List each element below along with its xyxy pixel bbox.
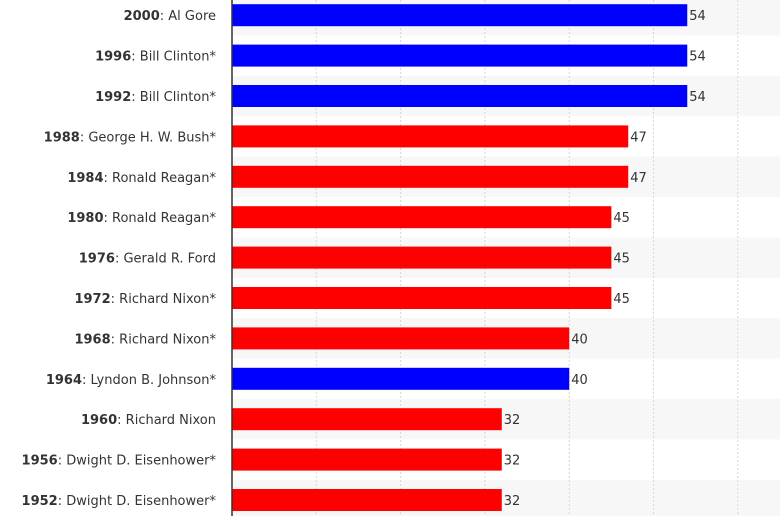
bar[interactable] [232, 165, 629, 188]
value-label: 45 [613, 211, 630, 226]
category-year: 1960 [81, 413, 117, 428]
bar[interactable] [232, 246, 612, 269]
bar[interactable] [232, 327, 570, 350]
category-label: 1972: Richard Nixon* [74, 292, 216, 307]
category-label: 1992: Bill Clinton* [95, 90, 216, 105]
category-label: 1956: Dwight D. Eisenhower* [22, 454, 217, 469]
category-name: : Ronald Reagan* [104, 211, 217, 226]
value-labels: 54 54 54 47 47 45 45 45 40 40 32 32 32 [504, 9, 706, 509]
value-label: 40 [571, 373, 588, 388]
category-label: 1968: Richard Nixon* [74, 332, 216, 347]
category-year: 1992 [95, 90, 131, 105]
category-year: 1980 [67, 211, 103, 226]
category-label: 1976: Gerald R. Ford [79, 252, 216, 267]
category-name: : Richard Nixon* [111, 332, 217, 347]
category-label: 1952: Dwight D. Eisenhower* [22, 494, 217, 509]
bar[interactable] [232, 4, 688, 27]
category-year: 1996 [95, 50, 131, 65]
category-name: : Gerald R. Ford [115, 252, 216, 267]
bar[interactable] [232, 408, 502, 431]
category-label: 1964: Lyndon B. Johnson* [46, 373, 217, 388]
category-year: 1956 [22, 454, 58, 469]
value-label: 45 [613, 292, 630, 307]
value-label: 32 [504, 454, 521, 469]
category-year: 1984 [67, 171, 103, 186]
bar[interactable] [232, 125, 629, 148]
value-label: 54 [689, 90, 706, 105]
bar[interactable] [232, 44, 688, 67]
bar[interactable] [232, 448, 502, 471]
bar[interactable] [232, 489, 502, 511]
category-label: 1996: Bill Clinton* [95, 50, 216, 65]
value-label: 47 [630, 171, 647, 186]
category-name: : Al Gore [160, 9, 216, 24]
category-year: 1976 [79, 252, 115, 267]
category-year: 1972 [74, 292, 110, 307]
bars [232, 4, 688, 511]
category-name: : George H. W. Bush* [80, 130, 217, 145]
category-name: : Richard Nixon* [111, 292, 217, 307]
value-label: 47 [630, 130, 647, 145]
value-label: 32 [504, 413, 521, 428]
value-label: 40 [571, 332, 588, 347]
category-name: : Dwight D. Eisenhower* [58, 454, 217, 469]
category-year: 2000 [124, 9, 160, 24]
category-year: 1964 [46, 373, 82, 388]
category-label: 2000: Al Gore [124, 9, 216, 24]
category-name: : Dwight D. Eisenhower* [58, 494, 217, 509]
category-year: 1952 [22, 494, 58, 509]
value-label: 54 [689, 9, 706, 24]
value-label: 45 [613, 252, 630, 267]
category-name: : Bill Clinton* [131, 50, 216, 65]
category-name: : Bill Clinton* [131, 90, 216, 105]
bar[interactable] [232, 85, 688, 107]
bar[interactable] [232, 287, 612, 309]
category-label: 1980: Ronald Reagan* [67, 211, 216, 226]
category-name: : Lyndon B. Johnson* [82, 373, 216, 388]
category-name: : Ronald Reagan* [104, 171, 217, 186]
category-name: : Richard Nixon [117, 413, 216, 428]
category-label: 1984: Ronald Reagan* [67, 171, 216, 186]
bar[interactable] [232, 206, 612, 229]
category-label: 1988: George H. W. Bush* [44, 130, 217, 145]
value-label: 54 [689, 50, 706, 65]
category-label: 1960: Richard Nixon [81, 413, 216, 428]
category-year: 1988 [44, 130, 80, 145]
bar[interactable] [232, 367, 570, 390]
category-year: 1968 [74, 332, 110, 347]
value-label: 32 [504, 494, 521, 509]
